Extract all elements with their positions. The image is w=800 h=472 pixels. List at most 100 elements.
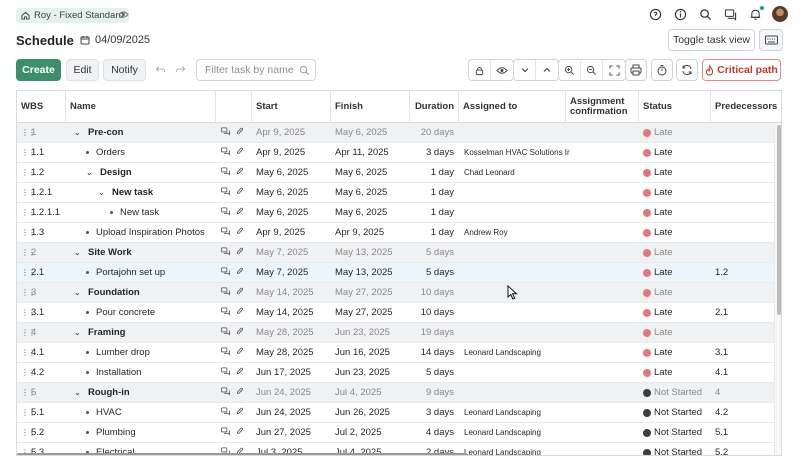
confirmation-cell[interactable] <box>570 323 640 342</box>
duration-cell[interactable]: 1 day <box>430 167 454 178</box>
duration-cell[interactable]: 1 day <box>430 207 454 218</box>
duration-cell[interactable]: 9 days <box>426 387 454 398</box>
status-cell[interactable]: Late <box>643 243 711 262</box>
status-cell[interactable]: Late <box>643 303 711 322</box>
drag-handle-icon[interactable]: ⋮⋮ <box>21 388 36 397</box>
table-row[interactable]: ⋮⋮ 2 ⌄ Site Work May 7, 2025 May 13, 2025 5 da… <box>17 243 774 263</box>
name-cell[interactable]: Lumber drop <box>70 343 220 362</box>
confirmation-cell[interactable] <box>570 183 640 202</box>
name-cell[interactable]: Orders <box>70 143 220 162</box>
start-cell[interactable]: May 7, 2025 <box>256 247 309 258</box>
finish-cell[interactable]: Jun 23, 2025 <box>335 327 390 338</box>
table-row[interactable]: ⋮⋮ 2.1 Portajohn set up May 7, 2025 May 13, … <box>17 263 774 283</box>
drag-handle-icon[interactable]: ⋮⋮ <box>21 228 36 237</box>
assigned-cell[interactable]: Kosselman HVAC Solutions Inc <box>464 148 570 157</box>
drag-handle-icon[interactable]: ⋮⋮ <box>21 348 36 357</box>
col-finish[interactable]: Finish <box>331 91 410 123</box>
zoom-out-icon[interactable] <box>581 60 603 80</box>
name-cell[interactable]: ⌄ Framing <box>70 323 220 342</box>
attachment-icon[interactable] <box>236 287 244 299</box>
start-cell[interactable]: May 14, 2025 <box>256 307 314 318</box>
chevron-down-icon[interactable]: ⌄ <box>74 328 81 337</box>
table-row[interactable]: ⋮⋮ 3.1 Pour concrete May 14, 2025 May 27, 20… <box>17 303 774 323</box>
start-cell[interactable]: May 7, 2025 <box>256 267 309 278</box>
finish-cell[interactable]: Apr 11, 2025 <box>335 147 389 158</box>
status-cell[interactable]: Late <box>643 143 711 162</box>
predecessors-cell[interactable]: 4.2 <box>715 407 729 418</box>
predecessors-cell[interactable] <box>715 163 770 182</box>
name-cell[interactable]: ⌄ New task <box>70 183 220 202</box>
name-cell[interactable]: ⌄ Design <box>70 163 220 182</box>
duration-cell[interactable]: 10 days <box>420 287 454 298</box>
comments-icon[interactable] <box>221 146 230 159</box>
schedule-date[interactable]: 04/09/2025 <box>80 34 150 46</box>
start-cell[interactable]: May 28, 2025 <box>256 347 314 358</box>
predecessors-cell[interactable] <box>715 143 770 162</box>
redo-icon[interactable] <box>175 64 186 75</box>
table-row[interactable]: ⋮⋮ 4.1 Lumber drop May 28, 2025 Jun 16, 2025… <box>17 343 774 363</box>
keyboard-shortcuts-button[interactable] <box>759 29 783 51</box>
duration-cell[interactable]: 1 day <box>430 227 454 238</box>
col-status[interactable]: Status <box>639 91 711 123</box>
bell-icon[interactable] <box>747 6 763 22</box>
name-cell[interactable]: Plumbing <box>70 423 220 442</box>
assigned-cell[interactable] <box>464 383 570 402</box>
table-row[interactable]: ⋮⋮ 3 ⌄ Foundation May 14, 2025 May 27, 2025 10… <box>17 283 774 303</box>
confirmation-cell[interactable] <box>570 203 640 222</box>
assigned-cell[interactable] <box>464 363 570 382</box>
start-cell[interactable]: May 6, 2025 <box>256 187 309 198</box>
name-cell[interactable]: Upload Inspiration Photos <box>70 223 220 242</box>
duration-cell[interactable]: 3 days <box>426 407 454 418</box>
chevron-down-icon[interactable]: ⌄ <box>74 248 81 257</box>
horizontal-scrollbar[interactable] <box>17 453 467 455</box>
comments-icon[interactable] <box>221 366 230 379</box>
drag-handle-icon[interactable]: ⋮⋮ <box>21 448 36 456</box>
comments-icon[interactable] <box>221 246 230 259</box>
finish-cell[interactable]: May 6, 2025 <box>335 167 388 178</box>
chevron-down-icon[interactable]: ⌄ <box>86 168 93 177</box>
start-cell[interactable]: Apr 9, 2025 <box>256 147 306 158</box>
duration-cell[interactable]: 5 days <box>426 267 454 278</box>
predecessors-cell[interactable]: 3.1 <box>715 347 729 358</box>
chevron-down-icon[interactable]: ⌄ <box>74 388 81 397</box>
start-cell[interactable]: May 6, 2025 <box>256 207 309 218</box>
assigned-cell[interactable] <box>464 303 570 322</box>
col-wbs[interactable]: WBS <box>17 91 66 123</box>
assigned-cell[interactable]: Leonard Landscaping <box>464 408 541 417</box>
search-icon[interactable] <box>697 6 713 22</box>
predecessors-cell[interactable]: 4 <box>715 387 721 398</box>
comments-icon[interactable] <box>221 186 230 199</box>
table-row[interactable]: ⋮⋮ 1.2.1 ⌄ New task May 6, 2025 May 6, 2025 1 … <box>17 183 774 203</box>
drag-handle-icon[interactable]: ⋮⋮ <box>21 128 36 137</box>
name-cell[interactable]: Electrical <box>70 443 220 455</box>
finish-cell[interactable]: Jun 16, 2025 <box>335 347 390 358</box>
table-row[interactable]: ⋮⋮ 1.2 ⌄ Design May 6, 2025 May 6, 2025 1 day C… <box>17 163 774 183</box>
chat-help-icon[interactable] <box>647 6 663 22</box>
name-cell[interactable]: ⌄ Pre-con <box>70 123 220 142</box>
duration-cell[interactable]: 5 days <box>426 367 454 378</box>
drag-handle-icon[interactable]: ⋮⋮ <box>21 408 36 417</box>
confirmation-cell[interactable] <box>570 363 640 382</box>
avatar[interactable] <box>772 6 788 22</box>
duration-cell[interactable]: 20 days <box>420 127 454 138</box>
name-cell[interactable]: ⌄ Foundation <box>70 283 220 302</box>
drag-handle-icon[interactable]: ⋮⋮ <box>21 148 36 157</box>
finish-cell[interactable]: May 6, 2025 <box>335 127 388 138</box>
status-cell[interactable]: Late <box>643 163 711 182</box>
predecessors-cell[interactable] <box>715 223 770 242</box>
table-row[interactable]: ⋮⋮ 1.3 Upload Inspiration Photos Apr 9, 202… <box>17 223 774 243</box>
predecessors-cell[interactable]: 1.2 <box>715 267 729 278</box>
status-cell[interactable]: Late <box>643 183 711 202</box>
finish-cell[interactable]: May 13, 2025 <box>335 247 393 258</box>
assigned-cell[interactable]: Leonard Landscaping <box>464 348 541 357</box>
finish-cell[interactable]: Jun 26, 2025 <box>335 407 390 418</box>
attachment-icon[interactable] <box>236 367 244 379</box>
confirmation-cell[interactable] <box>570 243 640 262</box>
chevron-down-icon[interactable] <box>514 60 536 80</box>
attachment-icon[interactable] <box>236 147 244 159</box>
table-row[interactable]: ⋮⋮ 1 ⌄ Pre-con Apr 9, 2025 May 6, 2025 20 days… <box>17 123 774 143</box>
confirmation-cell[interactable] <box>570 443 640 455</box>
finish-cell[interactable]: Jul 2, 2025 <box>335 427 382 438</box>
notify-button[interactable]: Notify <box>103 59 146 81</box>
assigned-cell[interactable]: Leonard Landscaping <box>464 428 541 437</box>
